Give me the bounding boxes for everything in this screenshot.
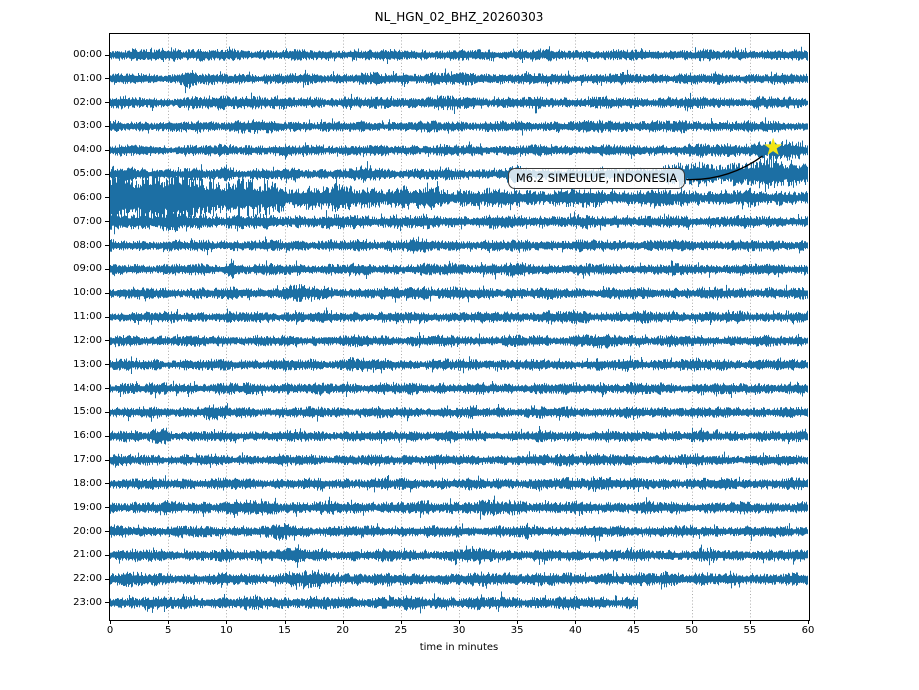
hour-label: 15:00 (73, 406, 102, 418)
y-tick (105, 554, 109, 556)
x-tick (168, 620, 170, 624)
hour-label: 17:00 (73, 454, 102, 466)
y-tick (105, 602, 109, 604)
y-tick (105, 245, 109, 247)
hour-label: 23:00 (73, 596, 102, 608)
y-tick (105, 292, 109, 294)
y-tick (105, 173, 109, 175)
y-tick (105, 411, 109, 413)
hour-label: 04:00 (73, 144, 102, 156)
x-tick (342, 620, 344, 624)
hour-label: 13:00 (73, 358, 102, 370)
hour-label: 07:00 (73, 215, 102, 227)
x-tick (226, 620, 228, 624)
x-tick (808, 620, 809, 624)
hour-label: 10:00 (73, 287, 102, 299)
minute-label: 60 (801, 625, 815, 636)
x-tick (110, 620, 111, 624)
hour-label: 11:00 (73, 311, 102, 323)
hour-label: 03:00 (73, 120, 102, 132)
hour-label: 22:00 (73, 573, 102, 585)
hour-label: 12:00 (73, 334, 102, 346)
minute-label: 40 (568, 625, 582, 636)
x-tick (517, 620, 519, 624)
y-tick (105, 364, 109, 366)
hour-label: 06:00 (73, 191, 102, 203)
x-tick (749, 620, 751, 624)
minute-label: 10 (219, 625, 233, 636)
x-tick (633, 620, 635, 624)
hour-label: 16:00 (73, 430, 102, 442)
y-tick (105, 78, 109, 80)
annotation-box: M6.2 SIMEULUE, INDONESIA (507, 168, 686, 190)
hour-label: 05:00 (73, 168, 102, 180)
minute-label: 45 (627, 625, 640, 636)
minute-label: 50 (685, 625, 699, 636)
x-axis-title: time in minutes (419, 642, 499, 653)
x-tick (400, 620, 402, 624)
y-tick (105, 149, 109, 151)
minute-label: 20 (336, 625, 350, 636)
hour-label: 21:00 (73, 549, 102, 561)
hour-label: 00:00 (73, 49, 102, 60)
y-tick (105, 578, 109, 580)
y-tick (105, 197, 109, 199)
y-tick (105, 340, 109, 342)
hour-label: 19:00 (73, 501, 102, 513)
y-tick (105, 125, 109, 127)
minute-label: 25 (394, 625, 408, 636)
y-tick (105, 388, 109, 390)
y-tick (105, 316, 109, 318)
plot-title: NL_HGN_02_BHZ_20260303 (374, 10, 544, 24)
hour-label: 02:00 (73, 96, 102, 108)
minute-label: 15 (278, 625, 291, 636)
x-tick (284, 620, 286, 624)
minute-label: 0 (106, 625, 114, 636)
minute-label: 30 (452, 625, 466, 636)
minute-label: 55 (743, 625, 757, 636)
y-tick (105, 435, 109, 437)
x-tick (691, 620, 693, 624)
hour-label: 20:00 (73, 525, 102, 537)
x-tick (575, 620, 577, 624)
hour-label: 09:00 (73, 263, 102, 275)
minute-label: 35 (510, 625, 524, 636)
y-tick (105, 531, 109, 533)
hour-label: 18:00 (73, 477, 102, 489)
y-tick (105, 483, 109, 485)
y-tick (105, 459, 109, 461)
y-tick (105, 54, 109, 56)
hour-label: 01:00 (73, 72, 102, 84)
y-tick (105, 268, 109, 270)
y-tick (105, 102, 109, 104)
y-tick (105, 221, 109, 223)
y-tick (105, 507, 109, 509)
x-tick (459, 620, 460, 624)
minute-label: 5 (164, 625, 172, 636)
hour-label: 08:00 (73, 239, 102, 251)
hour-label: 14:00 (73, 382, 102, 394)
seismogram-traces (110, 34, 808, 619)
